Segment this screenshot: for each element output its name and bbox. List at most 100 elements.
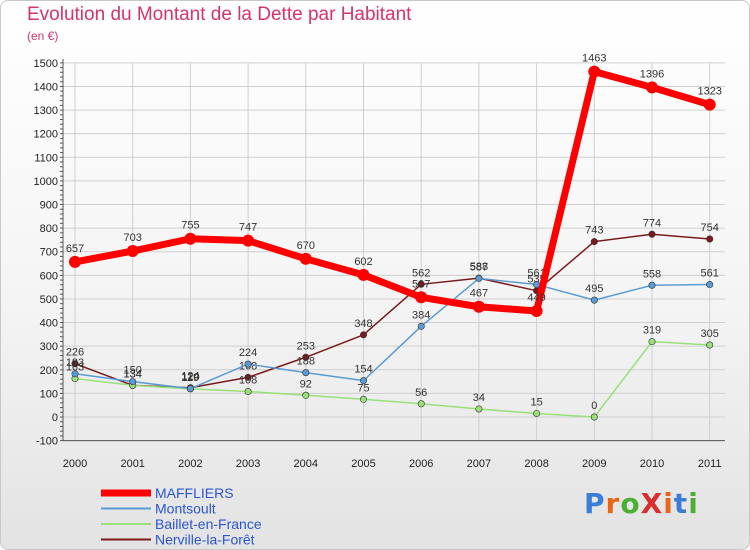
data-label: 588 <box>470 261 488 273</box>
y-tick-label: 0 <box>52 412 58 424</box>
data-label: 774 <box>643 217 661 229</box>
data-label: 108 <box>239 375 257 387</box>
data-label: 467 <box>470 288 488 300</box>
data-point-montsoult <box>302 369 310 377</box>
series-line-nerville-la-for-t <box>74 233 710 389</box>
data-point-montsoult <box>648 281 656 289</box>
y-tick-label: 1100 <box>34 152 58 164</box>
x-tick-label: 2007 <box>467 458 491 470</box>
y-tick-label: 1000 <box>34 176 58 188</box>
y-tick-label: 1400 <box>34 81 58 93</box>
data-point-maffliers <box>299 252 312 265</box>
data-point-nerville-la-for-t <box>359 331 367 339</box>
x-tick-label: 2004 <box>294 458 318 470</box>
proxiti-logo: ProXiti <box>584 487 699 520</box>
data-point-baillet-en-france <box>590 413 598 421</box>
data-label: 319 <box>643 325 661 337</box>
data-point-maffliers <box>472 300 485 313</box>
data-label: 188 <box>297 356 315 368</box>
data-label: 561 <box>527 268 545 280</box>
data-point-baillet-en-france <box>244 388 252 396</box>
data-label: 348 <box>354 318 372 330</box>
data-point-montsoult <box>706 281 714 289</box>
data-label: 743 <box>585 225 603 237</box>
x-tick-label: 2009 <box>582 458 606 470</box>
data-point-maffliers <box>415 291 428 304</box>
y-tick-label: 500 <box>40 294 58 306</box>
x-tick-label: 2002 <box>178 458 202 470</box>
data-label: 602 <box>354 256 372 268</box>
data-label: 305 <box>701 328 719 340</box>
data-point-maffliers <box>242 234 255 247</box>
y-tick-label: 100 <box>40 388 58 400</box>
data-point-maffliers <box>357 268 370 281</box>
y-tick-label: 400 <box>40 318 58 330</box>
data-label: 253 <box>297 340 315 352</box>
data-point-nerville-la-for-t <box>71 360 79 368</box>
data-point-montsoult <box>475 274 483 282</box>
data-point-montsoult <box>186 385 194 393</box>
data-label: 507 <box>412 278 430 290</box>
data-point-montsoult <box>417 322 425 330</box>
data-label: 150 <box>124 365 142 377</box>
y-tick-label: 1500 <box>34 58 58 70</box>
legend-label: Montsoult <box>155 501 216 517</box>
y-tick-label: 700 <box>40 247 58 259</box>
data-label: 134 <box>124 368 142 380</box>
legend-label: Nerville-la-Forêt <box>155 532 255 548</box>
x-tick-label: 2003 <box>236 458 260 470</box>
data-point-maffliers <box>530 304 543 317</box>
data-label: 224 <box>239 347 257 359</box>
data-label: 124 <box>181 371 199 383</box>
data-point-nerville-la-for-t <box>590 238 598 246</box>
data-label: 75 <box>357 382 369 394</box>
y-tick-label: -100 <box>36 436 58 448</box>
data-label: 755 <box>181 220 199 232</box>
data-point-nerville-la-for-t <box>706 235 714 243</box>
data-point-baillet-en-france <box>302 391 310 399</box>
data-point-nerville-la-for-t <box>244 373 252 381</box>
data-point-baillet-en-france <box>475 405 483 413</box>
data-point-baillet-en-france <box>359 395 367 403</box>
data-point-nerville-la-for-t <box>417 280 425 288</box>
data-label: 657 <box>66 243 84 255</box>
x-tick-label: 2006 <box>409 458 433 470</box>
data-point-maffliers <box>703 98 716 111</box>
legend-label: Baillet-en-France <box>155 516 262 532</box>
data-label: 754 <box>701 222 719 234</box>
data-label: 120 <box>181 372 199 384</box>
x-tick-label: 2011 <box>698 458 722 470</box>
legend-label: MAFFLIERS <box>155 485 234 501</box>
data-label: 1463 <box>582 53 606 65</box>
y-tick-label: 600 <box>40 270 58 282</box>
y-tick-label: 800 <box>40 223 58 235</box>
data-point-montsoult <box>590 296 598 304</box>
data-point-baillet-en-france <box>533 409 541 417</box>
data-label: 119 <box>182 372 200 384</box>
data-label: 134 <box>124 368 142 380</box>
chart-unit-label: (en €) <box>27 29 59 43</box>
data-label: 449 <box>527 292 545 304</box>
x-tick-label: 2001 <box>120 458 144 470</box>
data-label: 154 <box>354 364 372 376</box>
data-point-maffliers <box>126 245 139 258</box>
data-point-maffliers <box>646 81 658 94</box>
series-line-maffliers <box>74 68 711 315</box>
data-label: 1323 <box>697 86 721 98</box>
y-tick-label: 1300 <box>34 105 58 117</box>
data-point-baillet-en-france <box>417 400 425 408</box>
data-label: 747 <box>239 222 257 234</box>
data-label: 384 <box>412 309 430 321</box>
data-label: 183 <box>66 357 84 369</box>
data-point-baillet-en-france <box>706 341 714 349</box>
data-label: 495 <box>585 283 603 295</box>
data-point-montsoult <box>129 378 137 386</box>
data-label: 92 <box>300 378 312 390</box>
data-point-nerville-la-for-t <box>302 353 310 361</box>
data-label: 1396 <box>640 68 664 80</box>
data-label: 587 <box>470 261 488 273</box>
data-point-maffliers <box>588 65 601 78</box>
data-label: 558 <box>643 268 661 280</box>
